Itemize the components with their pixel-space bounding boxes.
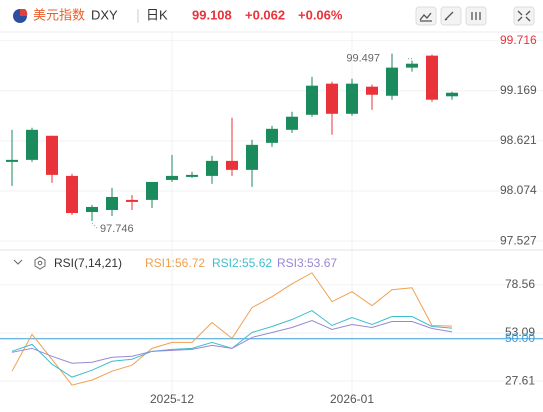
settings-icon-dot <box>37 260 43 266</box>
rsi-line <box>11 319 453 364</box>
candle-body <box>166 175 178 180</box>
candle-body <box>246 144 258 170</box>
candle-body <box>86 206 98 212</box>
instrument-name: 美元指数 <box>33 7 85 22</box>
candle-body <box>26 129 38 160</box>
toolbar <box>415 6 535 26</box>
rsi-line <box>11 272 453 386</box>
candle-body <box>346 83 358 114</box>
candle-body <box>6 159 18 162</box>
y-tick-label: 99.716 <box>500 33 537 47</box>
flag-stripe <box>20 9 28 16</box>
legend-entry: RSI2:55.62 <box>212 256 272 270</box>
collapse-icon[interactable] <box>13 259 23 265</box>
x-tick-label: 2025-12 <box>150 392 194 406</box>
y-tick-label: 78.56 <box>505 277 535 291</box>
settings-icon[interactable] <box>34 256 46 270</box>
candle-body <box>446 92 458 97</box>
x-tick-label: 2026-01 <box>330 392 374 406</box>
legend-entry: RSI1:56.72 <box>145 256 205 270</box>
candle-body <box>406 63 418 68</box>
candle-body <box>306 85 318 115</box>
candle-body <box>46 135 58 175</box>
legend-entry: RSI3:53.67 <box>277 256 337 270</box>
candle-body <box>126 199 138 202</box>
symbol: DXY <box>91 7 118 22</box>
tool-button[interactable] <box>440 6 462 26</box>
y-tick-label: 99.169 <box>500 83 537 97</box>
candle-body <box>226 160 238 170</box>
y-tick-label: 98.074 <box>500 183 537 197</box>
change: +0.062 <box>245 7 285 22</box>
change-pct: +0.06% <box>298 7 343 22</box>
candle-body <box>286 116 298 130</box>
candle-body <box>106 196 118 210</box>
candle-body <box>186 174 198 177</box>
candle-body <box>206 160 218 176</box>
price: 99.108 <box>192 7 232 22</box>
candle-body <box>146 181 158 200</box>
reference-label: 50.00 <box>505 331 535 345</box>
tool-glyphs <box>419 10 531 22</box>
candle-body <box>66 175 78 213</box>
candle-body <box>366 86 378 95</box>
candle-body <box>426 55 438 100</box>
candle-body <box>266 128 278 143</box>
y-tick-label: 27.61 <box>505 373 535 387</box>
tool-button[interactable] <box>415 6 437 26</box>
y-tick-label: 53.09 <box>505 325 535 339</box>
annotation: 99.497 <box>346 53 380 65</box>
indicator-title: RSI(7,14,21) <box>54 256 122 270</box>
annotation: 97.746 <box>100 223 134 235</box>
period[interactable]: 日K <box>146 7 168 22</box>
candle-body <box>386 67 398 96</box>
y-tick-label: 98.621 <box>500 133 537 147</box>
tool-button[interactable] <box>513 6 535 26</box>
candle-body <box>326 83 338 114</box>
y-tick-label: 97.527 <box>500 233 537 247</box>
